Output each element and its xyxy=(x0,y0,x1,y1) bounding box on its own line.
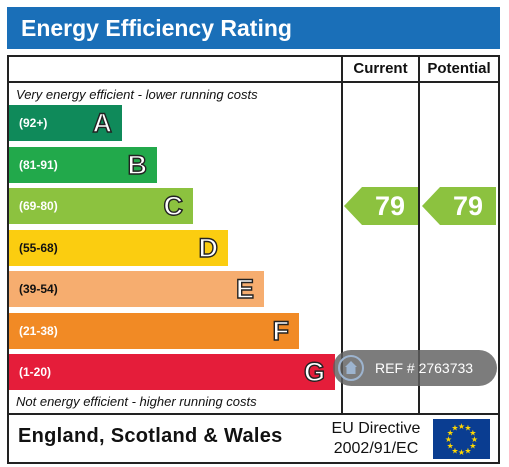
ref-number: REF # 2763733 xyxy=(375,360,474,376)
eu-star-icon: ★ xyxy=(451,424,458,433)
band-range-g: (1-20) xyxy=(19,365,52,379)
band-range-c: (69-80) xyxy=(19,199,58,213)
home-icon xyxy=(338,355,364,381)
current-rating-value: 79 xyxy=(374,191,406,221)
directive-line2: 2002/91/EC xyxy=(333,440,419,457)
eu-star-icon: ★ xyxy=(458,422,465,431)
band-letter-b: B xyxy=(127,149,148,180)
potential-column-divider xyxy=(418,55,420,415)
band-letter-g: G xyxy=(303,356,325,387)
band-range-d: (55-68) xyxy=(19,240,58,255)
directive-line1: EU Directive xyxy=(331,420,421,437)
band-range-e: (39-54) xyxy=(19,282,58,296)
eu-star-icon: ★ xyxy=(451,446,458,455)
band-letter-c: C xyxy=(163,190,184,221)
band-range-a: (92+) xyxy=(19,116,48,130)
ref-badge[interactable]: REF # 2763733 xyxy=(333,350,497,386)
chart-title: Energy Efficiency Rating xyxy=(7,7,500,49)
band-f: (21-38) F xyxy=(9,312,299,349)
band-letter-a: A xyxy=(92,107,113,138)
band-d: (55-68) D xyxy=(9,229,228,266)
band-letter-e: E xyxy=(235,273,254,304)
country-label: England, Scotland & Wales xyxy=(18,425,283,447)
band-b: (81-91) B xyxy=(9,146,157,183)
band-range-b: (81-91) xyxy=(19,157,58,172)
eu-flag-icon: ★ ★ ★ ★ ★ ★ ★ ★ ★ ★ ★ ★ xyxy=(433,419,490,459)
eu-directive: EU Directive 2002/91/EC xyxy=(326,419,426,459)
band-range-f: (21-38) xyxy=(19,323,58,338)
footer-divider xyxy=(7,413,500,415)
eu-star-icon: ★ xyxy=(469,429,476,438)
caption-top: Very energy efficient - lower running co… xyxy=(16,87,258,102)
eu-star-icon: ★ xyxy=(464,446,471,455)
band-letter-d: D xyxy=(198,232,219,263)
eu-star-icon: ★ xyxy=(469,442,476,451)
eu-star-icon: ★ xyxy=(447,429,454,438)
rating-frame xyxy=(7,55,500,464)
potential-column-header: Potential xyxy=(427,60,491,77)
eu-star-icon: ★ xyxy=(458,448,465,457)
eu-star-icon: ★ xyxy=(445,435,452,444)
current-rating-arrow: 79 xyxy=(344,187,418,225)
band-c: (69-80) C xyxy=(9,188,193,224)
band-g: (1-20) G xyxy=(9,354,335,390)
eu-star-icon: ★ xyxy=(447,442,454,451)
eu-star-icon: ★ xyxy=(471,435,478,444)
band-e: (39-54) E xyxy=(9,271,264,307)
current-column-divider xyxy=(341,55,343,415)
caption-bottom: Not energy efficient - higher running co… xyxy=(16,394,257,409)
current-arrow-shape xyxy=(344,187,418,225)
band-a: (92+) A xyxy=(9,105,122,141)
potential-rating-arrow: 79 xyxy=(422,187,496,225)
potential-rating-value: 79 xyxy=(452,191,484,221)
potential-arrow-shape xyxy=(422,187,496,225)
band-letter-f: F xyxy=(272,315,290,346)
header-row-divider xyxy=(7,81,500,83)
eu-star-icon: ★ xyxy=(464,424,471,433)
current-column-header: Current xyxy=(353,60,408,77)
